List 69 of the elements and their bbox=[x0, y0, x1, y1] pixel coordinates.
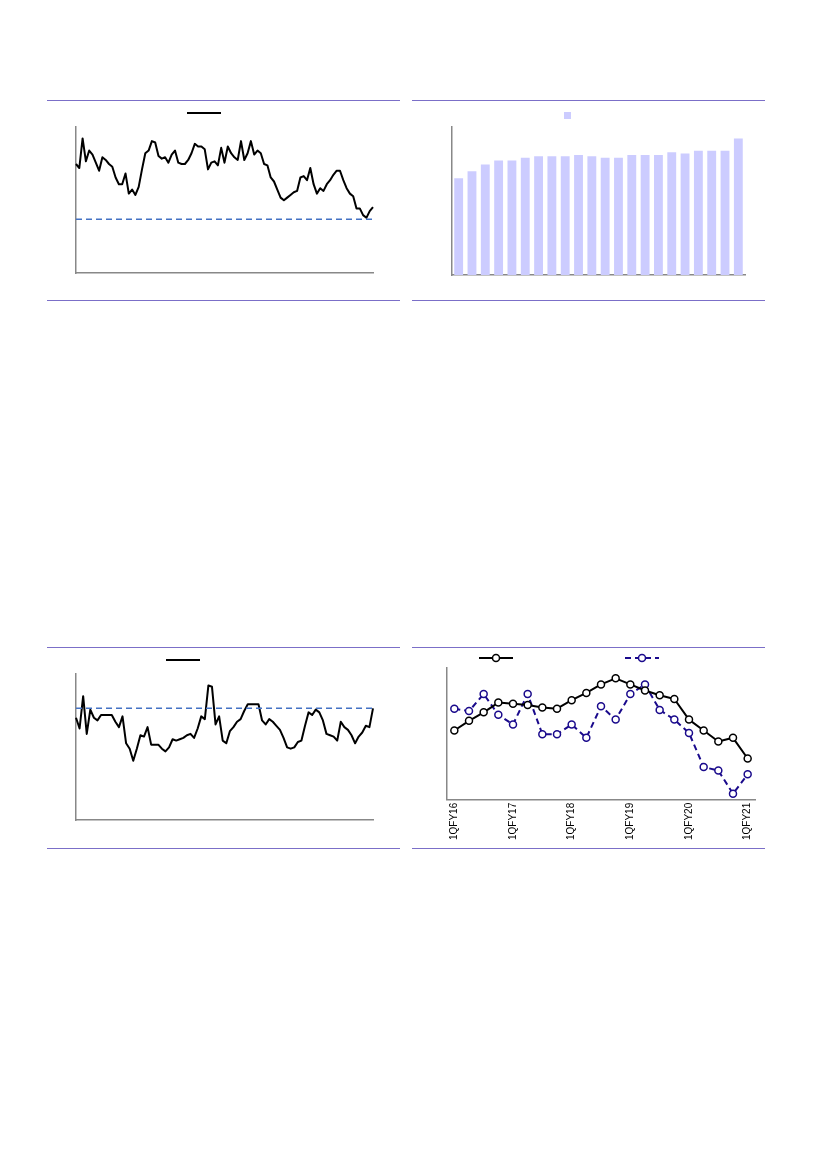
bar bbox=[560, 156, 570, 275]
bar bbox=[507, 160, 517, 275]
point bbox=[596, 680, 606, 689]
point bbox=[450, 704, 459, 713]
point bbox=[479, 689, 488, 699]
point bbox=[450, 726, 459, 735]
point bbox=[640, 686, 650, 695]
bar bbox=[693, 150, 703, 275]
point bbox=[699, 726, 708, 735]
bar bbox=[614, 157, 623, 275]
point bbox=[743, 754, 752, 763]
bar bbox=[467, 171, 477, 275]
point bbox=[626, 680, 635, 689]
point bbox=[596, 702, 606, 711]
point bbox=[538, 729, 547, 739]
x-tick-label: 1QFY16 bbox=[448, 802, 460, 841]
point bbox=[464, 716, 474, 726]
bar bbox=[480, 164, 490, 275]
point bbox=[743, 770, 752, 779]
bar bbox=[454, 178, 464, 275]
x-tick-label: 1QFY20 bbox=[682, 802, 694, 841]
point bbox=[670, 715, 679, 724]
bar bbox=[534, 156, 543, 275]
point bbox=[523, 700, 532, 710]
bar bbox=[720, 150, 730, 275]
bar bbox=[520, 157, 530, 275]
x-tick-label: 1QFY17 bbox=[506, 802, 518, 841]
point bbox=[464, 706, 474, 716]
bar bbox=[733, 138, 743, 275]
point bbox=[611, 715, 620, 724]
point bbox=[714, 766, 723, 775]
point bbox=[611, 674, 620, 683]
point bbox=[714, 737, 723, 746]
point bbox=[684, 728, 694, 738]
bar bbox=[627, 154, 637, 275]
point bbox=[494, 710, 503, 719]
x-tick-label: 1QFY18 bbox=[565, 802, 577, 841]
point bbox=[567, 695, 576, 705]
point bbox=[494, 698, 503, 707]
bar bbox=[667, 152, 677, 275]
bar bbox=[494, 160, 504, 275]
point bbox=[655, 705, 664, 715]
point bbox=[479, 708, 488, 717]
bar bbox=[707, 150, 717, 275]
point bbox=[582, 688, 591, 698]
point bbox=[523, 689, 532, 699]
point bbox=[728, 733, 738, 743]
point bbox=[552, 729, 562, 739]
bar bbox=[574, 154, 583, 275]
point bbox=[552, 704, 562, 713]
x-tick-label: 1QFY19 bbox=[624, 802, 636, 841]
bar bbox=[654, 154, 663, 275]
point bbox=[655, 691, 664, 700]
point bbox=[567, 720, 576, 729]
bar bbox=[600, 157, 610, 275]
bar bbox=[547, 156, 557, 275]
point bbox=[728, 789, 738, 798]
point bbox=[582, 733, 591, 743]
point bbox=[538, 703, 547, 712]
bar bbox=[640, 154, 650, 275]
point bbox=[508, 720, 518, 729]
point bbox=[670, 694, 679, 704]
bar bbox=[587, 156, 597, 275]
point bbox=[699, 762, 708, 772]
bar bbox=[680, 153, 690, 275]
point bbox=[684, 715, 694, 724]
point bbox=[626, 689, 635, 699]
x-tick-label: 1QFY21 bbox=[741, 802, 753, 841]
point bbox=[508, 699, 518, 709]
